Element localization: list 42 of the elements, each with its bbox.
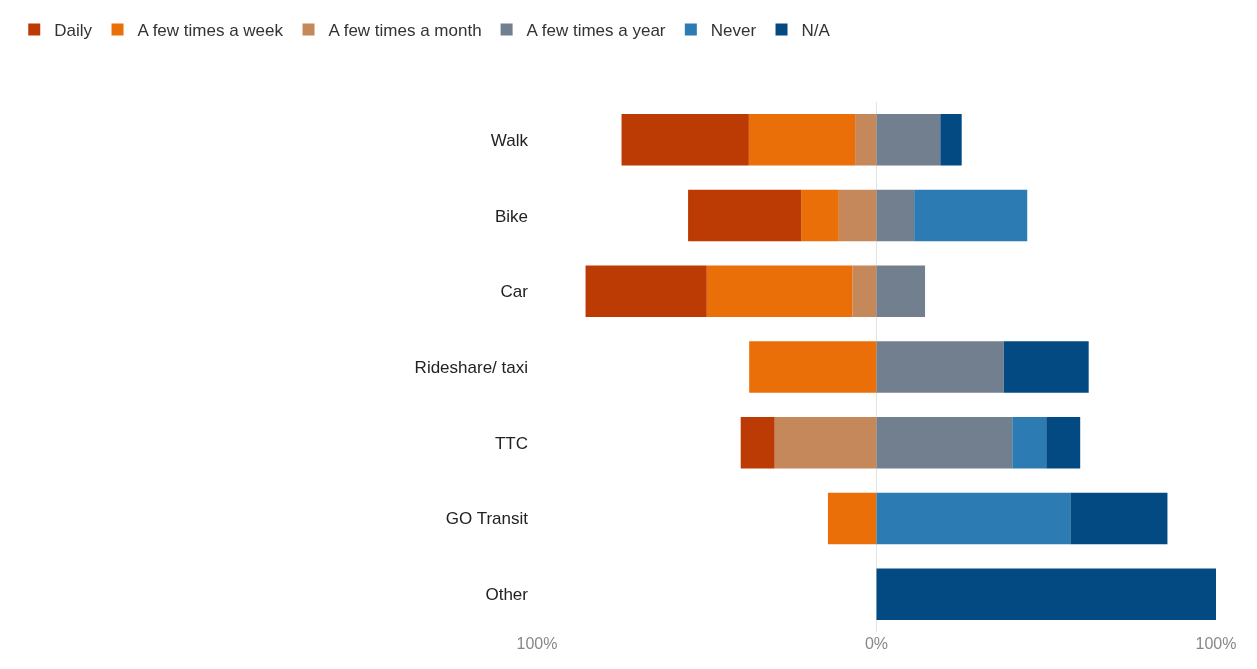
- bar: [706, 265, 853, 318]
- y-tick-label: Bike: [494, 206, 528, 226]
- x-tick-label: 0%: [864, 635, 889, 652]
- y-tick-label: Rideshare/ taxi: [414, 357, 528, 377]
- x-tick-label: 100%: [1195, 635, 1237, 652]
- bar: [1012, 416, 1047, 469]
- legend-label: A few times a week: [137, 21, 284, 41]
- y-tick-label: TTC: [494, 433, 528, 453]
- bar: [585, 265, 707, 318]
- legend-label: A few times a year: [526, 21, 666, 41]
- bar: [876, 114, 941, 166]
- bar: [827, 492, 877, 545]
- bar: [852, 265, 877, 318]
- bar: [748, 114, 856, 166]
- bar: [774, 416, 877, 469]
- bar: [688, 189, 802, 242]
- bar: [940, 114, 962, 166]
- bar: [1046, 416, 1081, 469]
- bar: [876, 341, 1004, 393]
- y-tick-label: Car: [500, 282, 529, 302]
- bar: [855, 114, 877, 166]
- y-tick-label: Walk: [490, 130, 529, 150]
- bar: [749, 341, 877, 393]
- legend-label: Daily: [54, 21, 93, 41]
- bar: [914, 189, 1028, 242]
- bar: [1070, 492, 1168, 545]
- bar: [838, 189, 877, 242]
- bar: [740, 416, 775, 469]
- bar: [801, 189, 839, 242]
- bar: [876, 568, 1216, 620]
- bar: [621, 114, 749, 166]
- legend-label: A few times a month: [328, 21, 482, 41]
- bar: [876, 189, 915, 242]
- x-tick-label: 100%: [516, 635, 558, 652]
- bar: [876, 416, 1013, 469]
- y-tick-label: Other: [485, 585, 529, 605]
- y-tick-label: GO Transit: [445, 509, 529, 529]
- legend-label: N/A: [801, 21, 831, 41]
- bar: [876, 265, 926, 318]
- bar: [1003, 341, 1089, 393]
- legend-label: Never: [710, 21, 757, 41]
- bar: [876, 492, 1071, 545]
